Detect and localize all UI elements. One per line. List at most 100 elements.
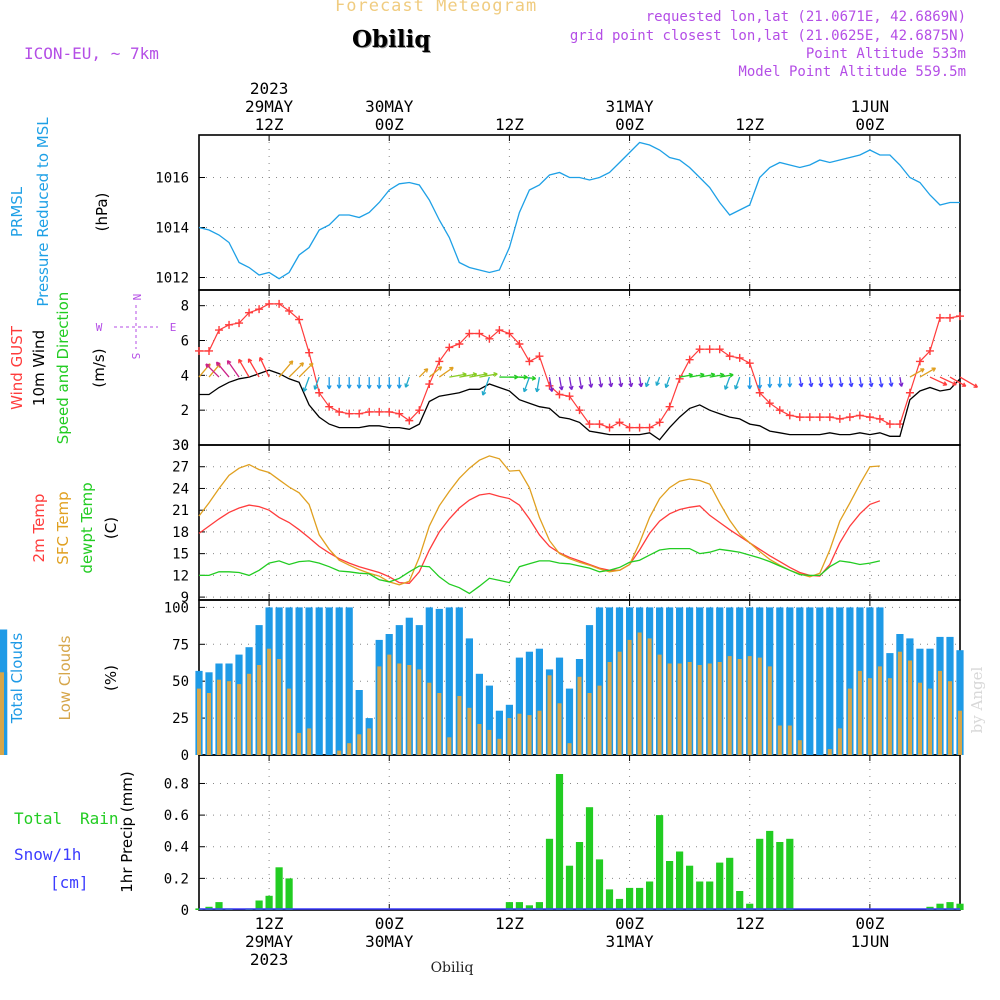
rain-bar — [615, 898, 624, 910]
low-clouds-bar — [517, 713, 522, 755]
gust-marker — [515, 339, 524, 348]
low-clouds-bar — [307, 728, 312, 755]
snow-label: Snow/1h — [14, 845, 81, 864]
wind-direction-arrow — [949, 376, 967, 387]
gust-marker — [885, 420, 894, 429]
top-time-label: 2023 — [250, 79, 289, 98]
gust-marker — [415, 406, 424, 415]
low-clouds-bar — [667, 663, 672, 755]
gust-marker — [215, 326, 224, 335]
low-clouds-bar — [367, 728, 372, 755]
gust-marker — [945, 313, 954, 322]
total-clouds-bar — [525, 651, 533, 755]
rain-label: Rain — [80, 809, 119, 828]
total-clouds-bar — [585, 625, 594, 755]
total-clouds-bar — [325, 607, 333, 755]
rain-bar — [946, 902, 954, 910]
gust-marker — [205, 346, 214, 355]
wind-direction-arrow — [848, 376, 854, 388]
low-clouds-bar — [727, 656, 732, 755]
rain-bar — [255, 900, 263, 910]
wind-direction-arrow — [522, 376, 531, 393]
total-clouds-bar — [595, 607, 604, 755]
compass-cross — [114, 305, 158, 349]
rain-bar — [676, 851, 684, 910]
gust-marker — [575, 406, 584, 415]
pressure-unit-label: (hPa) — [93, 193, 111, 232]
low-clouds-bar — [747, 656, 752, 755]
low-clouds-bar — [707, 663, 712, 755]
gust-marker — [615, 418, 624, 427]
gust-marker — [455, 339, 464, 348]
total-clouds-bar — [836, 607, 844, 755]
model-point-altitude: Model Point Altitude 559.5m — [738, 64, 966, 80]
rain-bar — [275, 867, 283, 910]
rain-bar — [656, 815, 664, 910]
wind-direction-arrow — [838, 376, 844, 388]
y-tick-label: 100 — [164, 600, 189, 616]
wind-direction-arrow — [519, 375, 537, 381]
low-clouds-bar — [387, 654, 392, 755]
y-tick-label: 1016 — [155, 171, 189, 187]
dewpt-temp-label: dewpt Temp — [78, 482, 96, 573]
wind-direction-arrow — [558, 376, 564, 391]
rain-bar — [215, 902, 223, 910]
wind-direction-arrow — [598, 376, 604, 388]
total-clouds-label: Total Clouds — [8, 633, 26, 725]
top-time-label: 29MAY — [245, 97, 294, 116]
gust-marker — [285, 306, 294, 315]
wind-direction-arrow — [919, 367, 937, 378]
low-clouds-bar — [837, 728, 842, 755]
bottom-time-label: 00Z — [855, 914, 884, 933]
gust-marker — [675, 374, 684, 383]
wind-direction-arrow — [313, 376, 320, 390]
total-clouds-bar — [285, 607, 293, 755]
total-label: Total — [14, 809, 62, 828]
gust-marker — [705, 345, 714, 354]
bottom-time-label: 31MAY — [605, 932, 654, 951]
gust-marker — [475, 329, 484, 338]
y-tick-label: 0.8 — [164, 776, 189, 792]
low-clouds-bar — [557, 703, 562, 755]
wind-direction-arrow — [608, 376, 614, 388]
gust-marker — [375, 407, 384, 416]
low-clouds-bar — [717, 662, 722, 755]
low-clouds-bar — [447, 737, 452, 755]
wind-direction-arrow — [644, 376, 651, 388]
low-clouds-bar — [887, 678, 892, 755]
total-clouds-bar — [956, 650, 964, 755]
low-clouds-bar — [597, 685, 602, 755]
temp-2m-line — [198, 492, 881, 584]
wind-direction-arrow — [909, 368, 925, 378]
gust-marker — [855, 411, 864, 420]
low-clouds-bar — [347, 743, 352, 755]
low-clouds-bar — [737, 659, 742, 755]
wind-speed-line — [199, 369, 961, 441]
low-clouds-bar — [257, 665, 262, 755]
low-clouds-bar — [847, 688, 852, 755]
gust-marker — [425, 380, 434, 389]
low-clouds-bar — [247, 673, 252, 755]
total-clouds-bar — [455, 607, 463, 755]
y-tick-label: 24 — [172, 481, 189, 497]
gust-marker — [605, 423, 614, 432]
rain-bar — [575, 842, 584, 910]
y-tick-label: 25 — [172, 711, 189, 727]
gust-marker — [445, 343, 454, 352]
total-clouds-bar — [295, 607, 303, 755]
gust-marker — [815, 413, 824, 422]
gust-marker — [355, 409, 364, 418]
gust-marker — [645, 423, 654, 432]
y-tick-label: 9 — [181, 590, 189, 606]
gust-marker — [805, 413, 814, 422]
top-time-label: 00Z — [375, 115, 404, 134]
top-time-label: 00Z — [615, 115, 644, 134]
total-clouds-bar — [816, 607, 824, 755]
total-clouds-bar — [305, 607, 313, 755]
wind-direction-arrow — [828, 376, 834, 388]
wind-direction-arrow — [664, 376, 671, 389]
gust-marker — [635, 423, 644, 432]
low-clouds-bar — [407, 665, 412, 755]
low-clouds-bar — [477, 724, 482, 755]
low-clouds-bar — [467, 707, 472, 755]
